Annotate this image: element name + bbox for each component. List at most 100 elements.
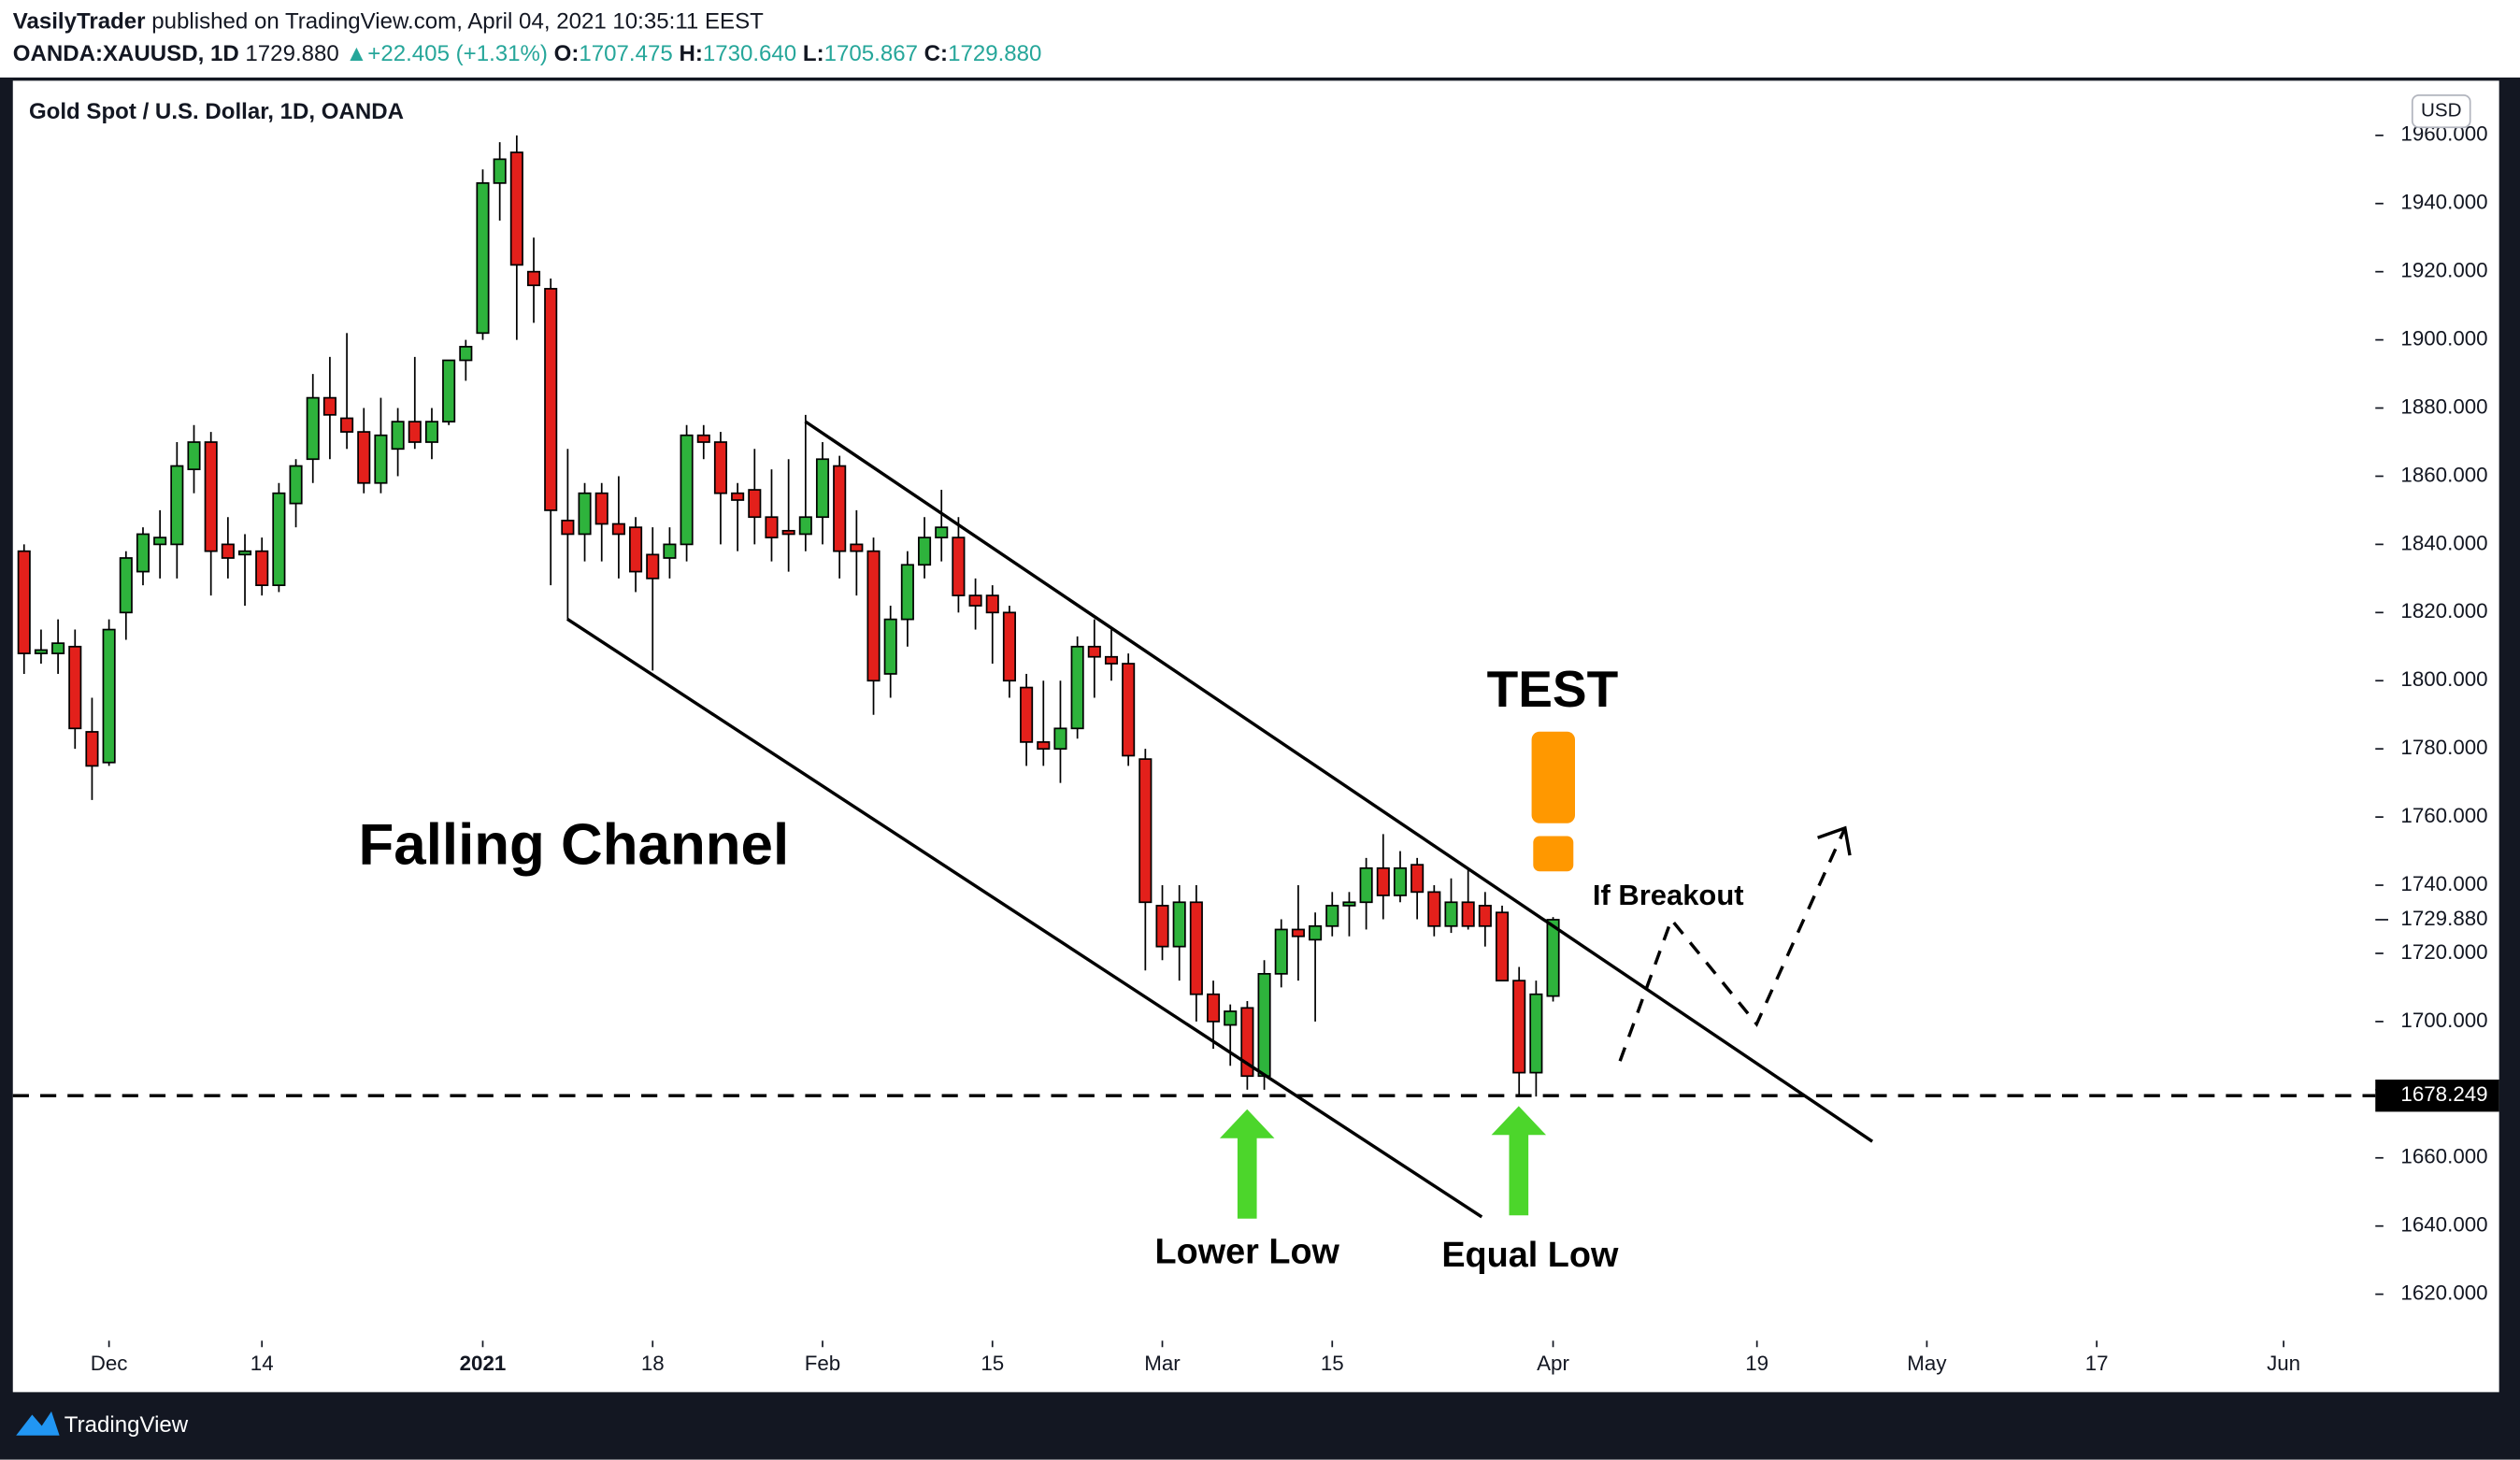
pattern-label: Falling Channel [358, 813, 789, 878]
candle-body [51, 642, 65, 654]
candle-body [1020, 686, 1034, 743]
x-tick-label: 17 [2085, 1352, 2109, 1375]
candle-body [493, 158, 507, 184]
candle-body [391, 421, 405, 451]
candle-body [1053, 727, 1067, 751]
candle-body [1172, 901, 1186, 948]
x-tick-label: 2021 [460, 1352, 507, 1375]
x-tick-label: Feb [805, 1352, 841, 1375]
candle-body [1087, 645, 1101, 658]
published: published on TradingView.com, April 04, … [151, 9, 764, 35]
footer-brand: TradingView [64, 1412, 189, 1438]
candle-body [1512, 980, 1526, 1074]
y-tick-label: 1840.000 [2400, 531, 2487, 554]
candle-body [968, 594, 982, 607]
candle-body [255, 550, 269, 587]
axes: 1960.0001940.0001920.0001900.0001880.000… [91, 122, 2499, 1375]
y-tick-label: 1720.000 [2400, 940, 2487, 964]
x-tick-label: Jun [2267, 1352, 2300, 1375]
candle-body [918, 537, 932, 566]
candle-body [408, 421, 422, 443]
level-label: 1678.249 [2400, 1082, 2487, 1106]
close-value: 1729.880 [948, 41, 1041, 66]
candle-body [357, 431, 371, 484]
candle-body [935, 526, 949, 538]
candle-body [526, 270, 541, 287]
author: VasilyTrader [13, 9, 146, 35]
candle-body [1155, 905, 1169, 948]
header-line-1: VasilyTrader published on TradingView.co… [13, 9, 764, 35]
candle-body [340, 417, 354, 433]
exclamation-bar [1531, 731, 1575, 823]
candle-body [1189, 901, 1203, 995]
candle-body [1325, 905, 1339, 927]
equal-low-label: Equal Low [1441, 1236, 1619, 1275]
candle-body [136, 533, 150, 573]
candle-body [1002, 611, 1016, 682]
header-line-2: OANDA:XAUUSD, 1D 1729.880 ▲+22.405 (+1.3… [13, 41, 1042, 66]
lower-low-label: Lower Low [1155, 1233, 1340, 1272]
y-tick-label: 1820.000 [2400, 599, 2487, 623]
candle-body [833, 465, 847, 552]
candle-body [696, 434, 710, 443]
change: ▲+22.405 (+1.31%) [345, 41, 547, 66]
candle-body [1138, 758, 1153, 904]
candle-body [221, 543, 235, 559]
level-label-box [2375, 1080, 2499, 1112]
candle-body [187, 441, 201, 471]
candle-body [1257, 972, 1271, 1078]
arrow-equal-low [1491, 1106, 1547, 1216]
y-tick-label: 1660.000 [2400, 1145, 2487, 1168]
candle-body [1309, 924, 1323, 941]
candle-body [1461, 901, 1475, 927]
candle-body [322, 396, 336, 416]
x-tick-label: 19 [1745, 1352, 1768, 1375]
candle-body [1104, 655, 1119, 665]
y-tick-label: 1860.000 [2400, 463, 2487, 486]
candle-body [611, 522, 625, 536]
logo [16, 1411, 60, 1436]
x-tick-label: 15 [1321, 1352, 1344, 1375]
x-tick-label: 14 [251, 1352, 274, 1375]
candle-body [476, 182, 490, 335]
candle-body [424, 421, 439, 443]
breakout-arrowhead [1817, 825, 1852, 856]
y-tick-label: 1740.000 [2400, 872, 2487, 895]
x-tick-label: Mar [1144, 1352, 1181, 1375]
candle-body [1410, 864, 1425, 894]
candle-body [459, 346, 473, 362]
candle-body [509, 151, 523, 266]
candle-body [594, 492, 609, 525]
candle-body [1495, 911, 1510, 982]
y-tick-label: 1920.000 [2400, 259, 2487, 282]
plot [12, 135, 2376, 1097]
exclamation-dot [1533, 836, 1574, 872]
candle-body [153, 537, 167, 546]
candle-body [1546, 919, 1560, 997]
candle-body [663, 543, 677, 559]
candle-body [629, 526, 643, 573]
candle-body [1359, 866, 1373, 904]
candle-body [1240, 1007, 1254, 1078]
candle-body [85, 731, 99, 767]
candle-body [578, 492, 592, 536]
x-tick-label: Apr [1537, 1352, 1569, 1375]
candle-body [544, 288, 558, 511]
candle-body [119, 557, 133, 614]
candle-body [850, 543, 864, 552]
candle-body [781, 529, 795, 536]
candle-body [815, 458, 830, 519]
y-tick-label: 1900.000 [2400, 327, 2487, 351]
candle-body [170, 465, 184, 546]
y-tick-label: 1700.000 [2400, 1009, 2487, 1032]
candle-body [1342, 901, 1356, 907]
open-value: 1707.475 [579, 41, 672, 66]
candle-body [102, 628, 116, 764]
last-price-label: 1729.880 [2400, 907, 2487, 930]
candle-body [1376, 866, 1390, 896]
o-label: O: [554, 41, 580, 66]
y-tick-label: 1800.000 [2400, 667, 2487, 691]
x-tick-label: May [1907, 1352, 1947, 1375]
